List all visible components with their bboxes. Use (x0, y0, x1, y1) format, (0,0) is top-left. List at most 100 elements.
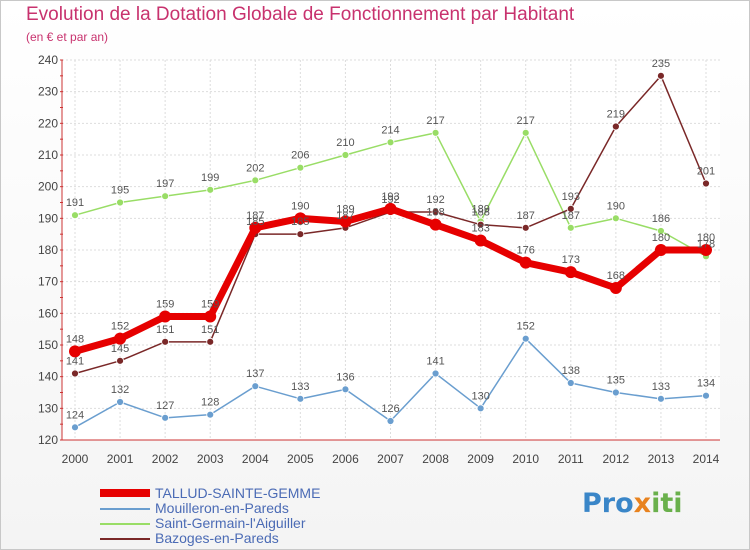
x-tick-label: 2001 (107, 452, 134, 466)
data-label: 124 (66, 409, 84, 421)
data-label: 133 (291, 381, 309, 393)
y-tick-label: 150 (38, 338, 58, 352)
data-point (654, 244, 667, 256)
data-point (296, 394, 305, 403)
data-point (251, 176, 260, 185)
data-point (429, 218, 442, 231)
data-point (161, 337, 170, 346)
legend-label-mouilleron: Mouilleron-en-Pareds (155, 500, 289, 516)
y-tick-label: 120 (38, 433, 58, 447)
data-label: 176 (517, 245, 535, 257)
data-label: 187 (336, 210, 354, 222)
data-label: 137 (246, 368, 264, 380)
data-point (71, 211, 79, 220)
data-label: 193 (562, 191, 580, 203)
data-point (702, 179, 710, 188)
data-point (116, 398, 124, 406)
data-label: 134 (697, 378, 715, 390)
data-point (476, 220, 485, 229)
data-point (609, 282, 622, 294)
legend-label-saint-germain: Saint-Germain-l'Aiguiller (155, 515, 306, 531)
legend-swatch-bazoges (100, 538, 150, 540)
data-point (702, 391, 710, 400)
data-label: 190 (607, 200, 625, 212)
legend-swatch-saint-germain (100, 523, 150, 525)
x-tick-label: 2005 (287, 452, 314, 466)
data-label: 190 (291, 200, 309, 212)
legend-swatch-tallud (100, 489, 150, 497)
data-point (566, 223, 575, 232)
y-tick-label: 130 (38, 401, 58, 415)
data-label: 217 (426, 115, 444, 127)
data-label: 219 (607, 109, 625, 121)
data-point (249, 221, 262, 234)
data-label: 152 (111, 321, 129, 333)
data-label: 151 (156, 324, 174, 336)
data-label: 210 (336, 137, 354, 149)
data-label: 189 (336, 204, 354, 216)
data-point (700, 244, 712, 256)
x-tick-label: 2002 (152, 452, 179, 466)
legend-swatch-mouilleron (100, 508, 150, 510)
data-label: 178 (697, 238, 715, 250)
data-label: 128 (201, 397, 219, 409)
data-label: 235 (652, 58, 670, 70)
x-tick-label: 2003 (197, 452, 224, 466)
data-point (161, 413, 170, 422)
data-label: 214 (381, 124, 399, 136)
chart-subtitle: (en € et par an) (26, 30, 109, 44)
data-point (204, 310, 217, 323)
data-label: 127 (156, 400, 174, 412)
data-point (386, 138, 395, 147)
data-label: 192 (381, 194, 399, 206)
data-point (431, 369, 440, 378)
data-point (657, 394, 665, 403)
logo-part-3: iti (651, 488, 683, 519)
y-tick-label: 210 (38, 148, 58, 162)
y-tick-label: 240 (38, 53, 58, 67)
data-label: 187 (517, 210, 535, 222)
data-point (296, 230, 305, 239)
y-tick-label: 180 (38, 243, 58, 257)
data-point (657, 227, 665, 235)
data-label: 193 (381, 191, 399, 203)
data-point (521, 223, 530, 232)
data-point (206, 185, 215, 194)
data-point (566, 379, 575, 387)
y-tick-label: 190 (38, 211, 58, 225)
data-label: 173 (562, 254, 580, 266)
data-point (564, 266, 577, 279)
data-label: 133 (652, 381, 670, 393)
data-point (159, 310, 172, 323)
data-label: 187 (246, 210, 264, 222)
x-tick-label: 2004 (242, 452, 269, 466)
data-label: 192 (426, 194, 444, 206)
data-point (114, 332, 127, 345)
y-tick-label: 220 (38, 116, 58, 130)
data-point (476, 404, 485, 413)
x-tick-label: 2014 (693, 452, 720, 466)
data-point (521, 128, 530, 137)
data-label: 141 (426, 356, 444, 368)
x-tick-label: 2007 (377, 452, 404, 466)
legend-label-tallud: TALLUD-SAINTE-GEMME (155, 485, 321, 501)
data-label: 185 (246, 216, 264, 228)
data-point (386, 417, 395, 425)
data-label: 159 (156, 299, 174, 311)
data-label: 187 (562, 210, 580, 222)
data-label: 126 (381, 403, 399, 415)
y-tick-label: 200 (38, 180, 58, 194)
x-tick-label: 2000 (62, 452, 89, 466)
data-point (521, 334, 530, 343)
data-point (611, 122, 620, 131)
data-point (519, 256, 532, 269)
data-label: 197 (156, 178, 174, 190)
data-label: 136 (336, 371, 354, 383)
x-tick-label: 2009 (467, 452, 494, 466)
data-label: 183 (471, 223, 489, 235)
data-label: 148 (66, 333, 84, 345)
data-label: 206 (291, 150, 309, 162)
data-label: 130 (471, 390, 489, 402)
data-point (206, 337, 215, 346)
